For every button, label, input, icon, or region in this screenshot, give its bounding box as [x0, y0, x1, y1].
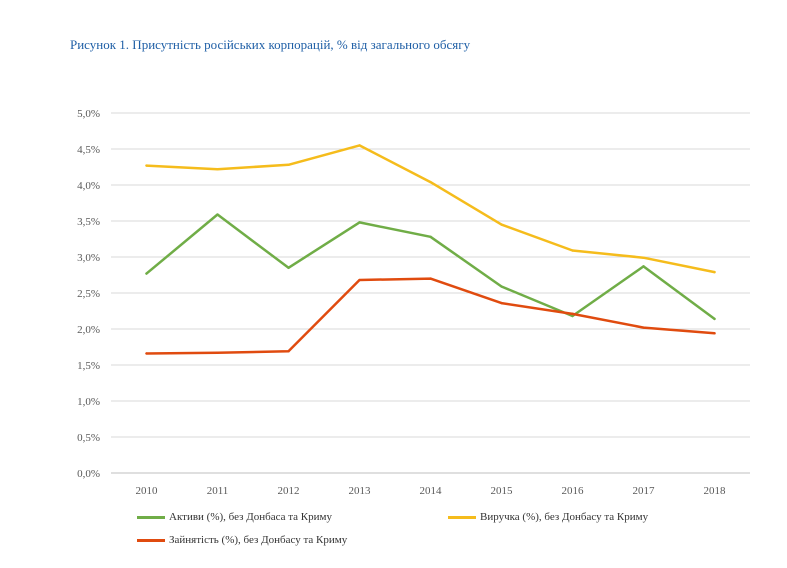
legend-swatch-employment	[137, 538, 165, 542]
data-point-assets	[145, 272, 148, 275]
data-point-employment	[642, 326, 645, 329]
figure-title: Рисунок 1. Присутність російських корпор…	[70, 37, 471, 52]
y-tick-label: 2,5%	[77, 288, 100, 300]
x-tick-label: 2017	[633, 485, 656, 497]
x-tick-label: 2015	[491, 485, 514, 497]
data-point-employment	[713, 332, 716, 335]
y-tick-label: 1,0%	[77, 396, 100, 408]
series-line-employment	[145, 277, 716, 355]
series-line-revenue	[145, 144, 716, 274]
data-point-revenue	[358, 144, 361, 147]
y-tick-label: 3,5%	[77, 216, 100, 228]
y-tick-label: 5,0%	[77, 108, 100, 120]
x-tick-label: 2016	[562, 485, 585, 497]
x-tick-label: 2011	[207, 485, 229, 497]
data-point-employment	[500, 301, 503, 305]
x-axis-tick-labels: 2010 2011 2012 2013 2014 2015 2016 2017 2018	[136, 485, 727, 497]
data-point-revenue	[500, 223, 503, 226]
x-tick-label: 2013	[349, 485, 372, 497]
legend-swatch-revenue	[448, 515, 476, 519]
data-point-revenue	[571, 249, 574, 252]
data-point-revenue	[642, 256, 645, 259]
x-tick-label: 2010	[136, 485, 159, 497]
data-point-assets	[287, 266, 290, 269]
data-point-assets	[571, 314, 574, 318]
data-point-employment	[287, 350, 290, 353]
x-tick-label: 2012	[278, 485, 300, 497]
legend-label-employment: Зайнятість (%), без Донбасу та Криму	[169, 534, 348, 546]
data-point-employment	[216, 351, 219, 354]
y-tick-label: 4,5%	[77, 144, 100, 156]
data-point-assets	[358, 221, 361, 224]
legend-item-revenue: Виручка (%), без Донбасу та Криму	[448, 511, 648, 523]
legend-item-assets: Активи (%), без Донбаса та Криму	[137, 511, 332, 523]
x-tick-label: 2014	[420, 485, 443, 497]
y-tick-label: 2,0%	[77, 324, 100, 336]
legend-label-assets: Активи (%), без Донбаса та Криму	[169, 511, 332, 523]
data-point-employment	[145, 352, 148, 355]
y-tick-label: 0,5%	[77, 432, 100, 444]
gridlines	[111, 112, 750, 474]
data-point-assets	[500, 285, 503, 288]
data-point-employment	[429, 277, 432, 280]
data-point-revenue	[429, 180, 432, 184]
y-tick-label: 0,0%	[77, 468, 100, 480]
data-point-assets	[216, 213, 219, 216]
data-point-assets	[642, 265, 645, 268]
series-line-assets	[145, 213, 716, 321]
legend-swatch-assets	[137, 515, 165, 519]
data-point-assets	[429, 235, 432, 239]
legend-item-employment: Зайнятість (%), без Донбасу та Криму	[137, 534, 347, 546]
data-point-revenue	[145, 164, 148, 167]
x-tick-label: 2018	[704, 485, 727, 497]
data-point-assets	[713, 317, 716, 321]
data-point-employment	[358, 278, 361, 282]
series-lines	[145, 144, 716, 355]
data-point-revenue	[216, 167, 219, 171]
y-tick-label: 3,0%	[77, 252, 100, 264]
y-tick-label: 1,5%	[77, 360, 100, 372]
data-point-revenue	[713, 270, 716, 274]
y-tick-label: 4,0%	[77, 180, 100, 192]
data-point-revenue	[287, 163, 290, 167]
legend-label-revenue: Виручка (%), без Донбасу та Криму	[480, 511, 649, 523]
data-point-employment	[571, 312, 574, 316]
y-axis-tick-labels: 0,0% 0,5% 1,0% 1,5% 2,0% 2,5% 3,0% 3,5% 4,0% 4,5%…	[77, 108, 100, 480]
